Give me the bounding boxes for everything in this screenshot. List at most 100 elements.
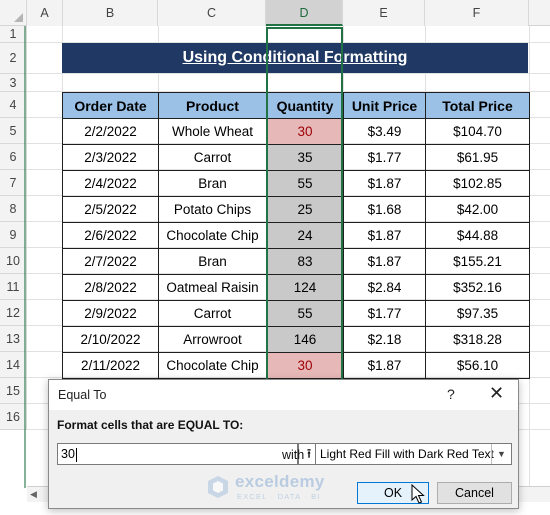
product-cell[interactable]: Potato Chips [158, 196, 267, 223]
column-header-b[interactable]: B [63, 0, 158, 26]
order-date-cell[interactable]: 2/2/2022 [62, 118, 159, 145]
format-select[interactable]: Light Red Fill with Dark Red Text ▼ [315, 443, 512, 465]
equal-value-input[interactable]: 30 [57, 443, 298, 465]
help-icon[interactable]: ? [447, 386, 455, 402]
chevron-down-icon[interactable]: ▼ [491, 444, 511, 464]
column-header-a[interactable]: A [27, 0, 63, 26]
table-header-row: Order Date Product Quantity Unit Price T… [62, 92, 530, 119]
quantity-cell[interactable]: 30 [266, 352, 344, 379]
row-header[interactable]: 12 [0, 300, 27, 326]
product-cell[interactable]: Carrot [158, 144, 267, 171]
total-price-cell[interactable]: $102.85 [425, 170, 530, 197]
product-cell[interactable]: Chocolate Chip [158, 222, 267, 249]
product-cell[interactable]: Bran [158, 248, 267, 275]
product-cell[interactable]: Chocolate Chip [158, 352, 267, 379]
data-table: Order Date Product Quantity Unit Price T… [62, 92, 530, 379]
quantity-cell[interactable]: 24 [266, 222, 344, 249]
order-date-cell[interactable]: 2/3/2022 [62, 144, 159, 171]
quantity-cell[interactable]: 55 [266, 300, 344, 327]
product-cell[interactable]: Whole Wheat [158, 118, 267, 145]
close-icon[interactable]: ✕ [489, 383, 505, 403]
order-date-cell[interactable]: 2/6/2022 [62, 222, 159, 249]
row-header[interactable]: 11 [0, 274, 27, 300]
unit-price-cell[interactable]: $2.84 [343, 274, 426, 301]
row-header[interactable]: 15 [0, 378, 27, 404]
row-header[interactable]: 1 [0, 26, 27, 43]
total-price-cell[interactable]: $61.95 [425, 144, 530, 171]
dialog-titlebar[interactable]: Equal To ? ✕ [49, 380, 518, 410]
row-header[interactable]: 10 [0, 248, 27, 274]
collapse-dialog-button[interactable]: ⭱ [298, 443, 320, 465]
row-header[interactable]: 13 [0, 326, 27, 352]
order-date-cell[interactable]: 2/4/2022 [62, 170, 159, 197]
column-header-e[interactable]: E [343, 0, 425, 26]
table-row: 2/3/2022 Carrot 35 $1.77 $61.95 [62, 144, 530, 171]
ok-button[interactable]: OK [357, 482, 429, 504]
total-price-cell[interactable]: $44.88 [425, 222, 530, 249]
table-row: 2/6/2022 Chocolate Chip 24 $1.87 $44.88 [62, 222, 530, 249]
row-header[interactable]: 16 [0, 404, 27, 430]
table-row: 2/5/2022 Potato Chips 25 $1.68 $42.00 [62, 196, 530, 223]
unit-price-cell[interactable]: $1.68 [343, 196, 426, 223]
header-unit-price[interactable]: Unit Price [343, 92, 426, 119]
watermark-name: exceldemy [235, 472, 325, 491]
column-header-d[interactable]: D [266, 0, 343, 26]
order-date-cell[interactable]: 2/10/2022 [62, 326, 159, 353]
quantity-cell[interactable]: 146 [266, 326, 344, 353]
unit-price-cell[interactable]: $1.87 [343, 248, 426, 275]
row-header[interactable]: 4 [0, 92, 27, 118]
row-header[interactable]: 7 [0, 170, 27, 196]
row-header[interactable]: 3 [0, 74, 27, 92]
unit-price-cell[interactable]: $1.87 [343, 222, 426, 249]
quantity-cell[interactable]: 55 [266, 170, 344, 197]
product-cell[interactable]: Bran [158, 170, 267, 197]
page-title[interactable]: Using Conditional Formatting [62, 43, 528, 73]
total-price-cell[interactable]: $155.21 [425, 248, 530, 275]
quantity-cell[interactable]: 35 [266, 144, 344, 171]
header-total-price[interactable]: Total Price [425, 92, 530, 119]
row-header[interactable]: 14 [0, 352, 27, 378]
total-price-cell[interactable]: $104.70 [425, 118, 530, 145]
row-header[interactable]: 9 [0, 222, 27, 248]
order-date-cell[interactable]: 2/5/2022 [62, 196, 159, 223]
product-cell[interactable]: Arrowroot [158, 326, 267, 353]
table-row: 2/9/2022 Carrot 55 $1.77 $97.35 [62, 300, 530, 327]
cancel-button[interactable]: Cancel [437, 482, 512, 504]
header-quantity[interactable]: Quantity [266, 92, 344, 119]
unit-price-cell[interactable]: $1.87 [343, 170, 426, 197]
unit-price-cell[interactable]: $2.18 [343, 326, 426, 353]
dialog-title: Equal To [58, 388, 107, 402]
quantity-cell[interactable]: 83 [266, 248, 344, 275]
total-price-cell[interactable]: $352.16 [425, 274, 530, 301]
total-price-cell[interactable]: $318.28 [425, 326, 530, 353]
scroll-left-icon[interactable]: ◀ [30, 489, 37, 499]
column-header-c[interactable]: C [158, 0, 266, 26]
select-all-corner[interactable] [0, 0, 27, 26]
column-header-f[interactable]: F [425, 0, 529, 26]
order-date-cell[interactable]: 2/9/2022 [62, 300, 159, 327]
unit-price-cell[interactable]: $1.77 [343, 144, 426, 171]
unit-price-cell[interactable]: $1.77 [343, 300, 426, 327]
row-header[interactable]: 2 [0, 43, 27, 74]
row-header[interactable]: 8 [0, 196, 27, 222]
header-product[interactable]: Product [158, 92, 267, 119]
total-price-cell[interactable]: $42.00 [425, 196, 530, 223]
order-date-cell[interactable]: 2/8/2022 [62, 274, 159, 301]
quantity-cell[interactable]: 30 [266, 118, 344, 145]
quantity-cell[interactable]: 25 [266, 196, 344, 223]
with-label: with [282, 448, 305, 462]
unit-price-cell[interactable]: $1.87 [343, 352, 426, 379]
total-price-cell[interactable]: $56.10 [425, 352, 530, 379]
quantity-cell[interactable]: 124 [266, 274, 344, 301]
row-header[interactable]: 5 [0, 118, 27, 144]
product-cell[interactable]: Oatmeal Raisin [158, 274, 267, 301]
order-date-cell[interactable]: 2/11/2022 [62, 352, 159, 379]
header-order-date[interactable]: Order Date [62, 92, 159, 119]
unit-price-cell[interactable]: $3.49 [343, 118, 426, 145]
row-header[interactable]: 6 [0, 144, 27, 170]
product-cell[interactable]: Carrot [158, 300, 267, 327]
gridline [27, 73, 550, 74]
total-price-cell[interactable]: $97.35 [425, 300, 530, 327]
order-date-cell[interactable]: 2/7/2022 [62, 248, 159, 275]
collapse-arrow-icon: ⭱ [306, 446, 312, 461]
